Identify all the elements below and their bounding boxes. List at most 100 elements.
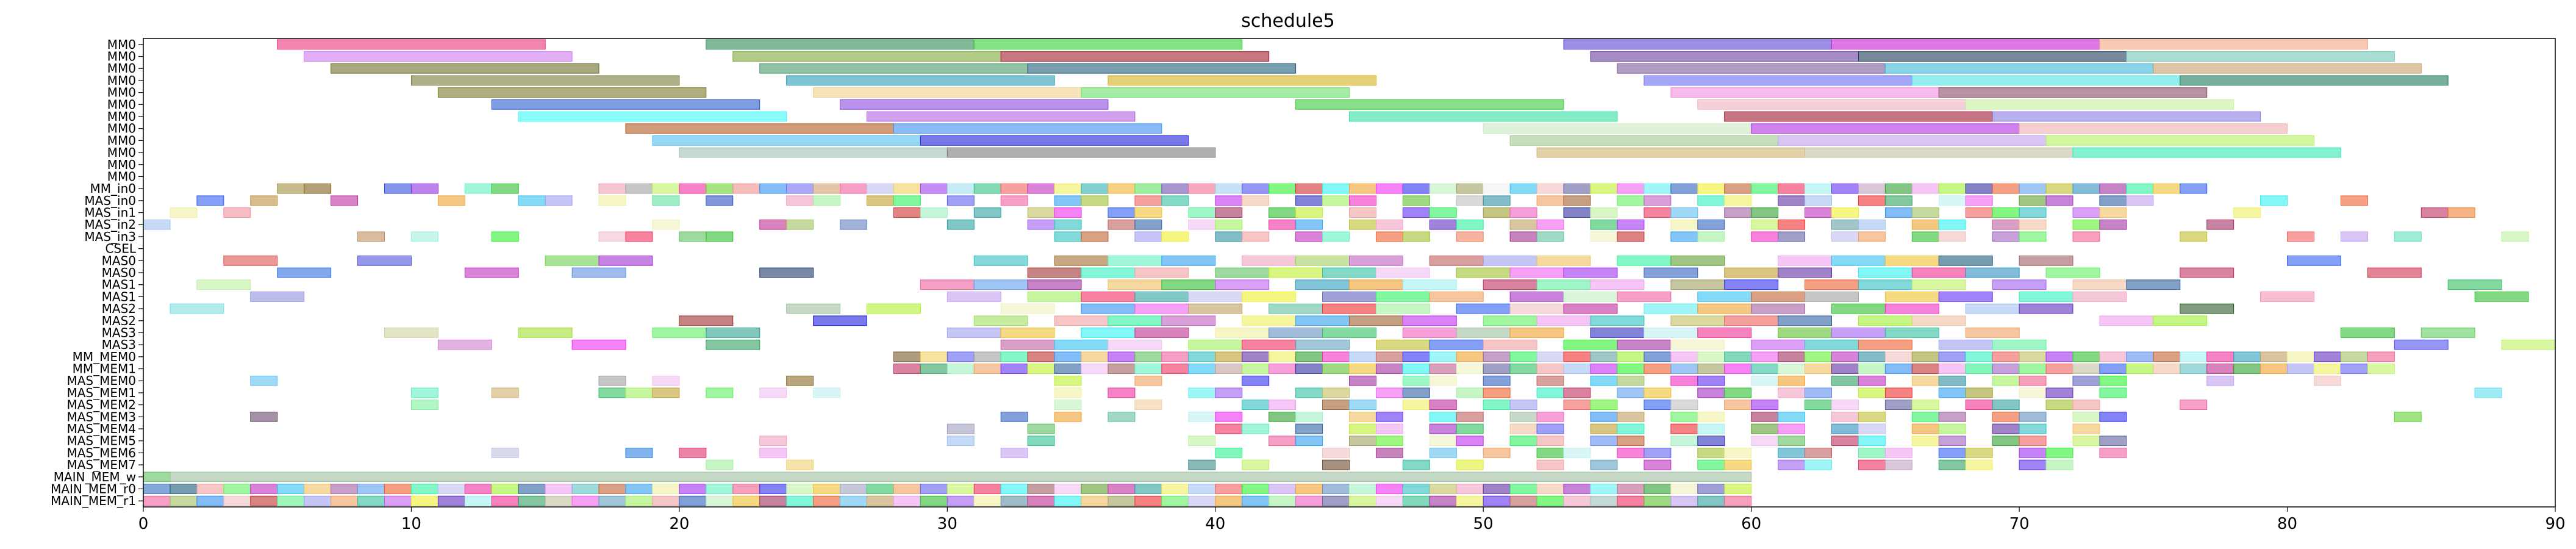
gantt-bar	[598, 231, 626, 242]
gantt-bar	[1778, 328, 1832, 338]
gantt-bar	[1402, 400, 1430, 410]
gantt-bar	[1054, 364, 1082, 374]
x-tick-label: 0	[138, 515, 149, 533]
gantt-bar	[1107, 339, 1162, 350]
gantt-bar	[464, 267, 519, 278]
gantt-bar	[1242, 315, 1297, 326]
gantt-bar	[893, 351, 921, 362]
gantt-bar	[2340, 231, 2368, 242]
gantt-bar	[1858, 183, 1886, 194]
gantt-bar	[1509, 292, 1564, 302]
gantt-bar	[1188, 484, 1216, 494]
gantt-bar	[1402, 183, 1430, 194]
gantt-bar	[1429, 339, 1484, 350]
gantt-bar	[1161, 279, 1216, 290]
gantt-bar	[1242, 183, 1270, 194]
gantt-bar	[1670, 423, 1698, 434]
gantt-bar	[1617, 375, 1645, 386]
gantt-bar	[1697, 387, 1725, 398]
gantt-bar	[1536, 231, 1564, 242]
y-tick-label: MM0	[107, 157, 136, 172]
gantt-bar	[813, 315, 867, 326]
gantt-bar	[1536, 448, 1564, 458]
gantt-bar	[2340, 364, 2368, 374]
gantt-bar	[786, 183, 814, 194]
gantt-bar	[2072, 351, 2100, 362]
gantt-bar	[625, 495, 653, 506]
gantt-bar	[1322, 484, 1350, 494]
gantt-bar	[1322, 303, 1376, 314]
gantt-bar	[1081, 484, 1109, 494]
gantt-bar	[1107, 484, 1136, 494]
gantt-bar	[1724, 267, 1779, 278]
gantt-bar	[840, 183, 867, 194]
gantt-bar	[1000, 51, 1270, 62]
gantt-bar	[518, 195, 546, 206]
gantt-bar	[1965, 207, 1993, 218]
gantt-bar	[1268, 303, 1323, 314]
gantt-bar	[1724, 400, 1752, 410]
y-tick-label: MM0	[107, 97, 136, 112]
gantt-bar	[1402, 279, 1457, 290]
y-tick-label: MM_MEM0	[73, 350, 136, 364]
gantt-bar	[2019, 255, 2073, 266]
gantt-bar	[1778, 423, 1806, 434]
gantt-bar	[1188, 219, 1216, 230]
gantt-bar	[759, 267, 814, 278]
gantt-bar	[2260, 351, 2288, 362]
gantt-bar	[1965, 400, 1993, 410]
gantt-bar	[357, 231, 385, 242]
gantt-bar	[1188, 459, 1216, 470]
gantt-bar	[2394, 231, 2422, 242]
gantt-bar	[1134, 292, 1189, 302]
gantt-bar	[1429, 484, 1457, 494]
gantt-bar	[706, 495, 734, 506]
gantt-bar	[1215, 267, 1270, 278]
gantt-bar	[973, 364, 1001, 374]
gantt-bar	[1000, 364, 1028, 374]
gantt-bar	[1027, 292, 1082, 302]
gantt-bar	[1670, 411, 1698, 422]
gantt-bar	[867, 183, 894, 194]
gantt-bar	[2019, 231, 2047, 242]
gantt-bar	[1938, 255, 1993, 266]
gantt-bar	[491, 387, 519, 398]
gantt-bar	[1509, 436, 1537, 447]
gantt-bar	[1456, 231, 1484, 242]
gantt-bar	[1617, 339, 1672, 350]
gantt-bar	[1751, 183, 1779, 194]
gantt-bar	[2045, 400, 2073, 410]
gantt-bar	[1938, 459, 1966, 470]
gantt-bar	[1215, 495, 1243, 506]
y-tick-label: MAS2	[102, 301, 136, 316]
gantt-bar	[1724, 279, 1779, 290]
gantt-bar	[437, 495, 465, 506]
gantt-bar	[1295, 219, 1323, 230]
bars-layer	[143, 39, 2556, 506]
gantt-bar	[1429, 364, 1457, 374]
gantt-bar	[1965, 364, 1993, 374]
gantt-bar	[1375, 448, 1403, 458]
gantt-bar	[1563, 339, 1618, 350]
gantt-bar	[625, 484, 653, 494]
gantt-bar	[518, 328, 573, 338]
gantt-bar	[2045, 351, 2073, 362]
gantt-bar	[652, 135, 921, 146]
gantt-bar	[973, 207, 1001, 218]
gantt-bar	[1778, 183, 1806, 194]
y-tick-label: MAS_MEM4	[66, 422, 136, 436]
gantt-bar	[518, 111, 787, 122]
gantt-bar	[1536, 147, 1806, 158]
gantt-bar	[1027, 364, 1055, 374]
gantt-bar	[1590, 459, 1618, 470]
gantt-bar	[1000, 484, 1028, 494]
gantt-bar	[1563, 495, 1591, 506]
gantt-bar	[143, 484, 171, 494]
y-tick-label: MM0	[107, 133, 136, 148]
gantt-bar	[1107, 351, 1136, 362]
gantt-bar	[759, 495, 787, 506]
y-tick-label: MAS_in0	[84, 193, 136, 208]
gantt-bar	[1751, 292, 1806, 302]
gantt-bar	[1992, 411, 2020, 422]
gantt-bar	[1483, 183, 1511, 194]
